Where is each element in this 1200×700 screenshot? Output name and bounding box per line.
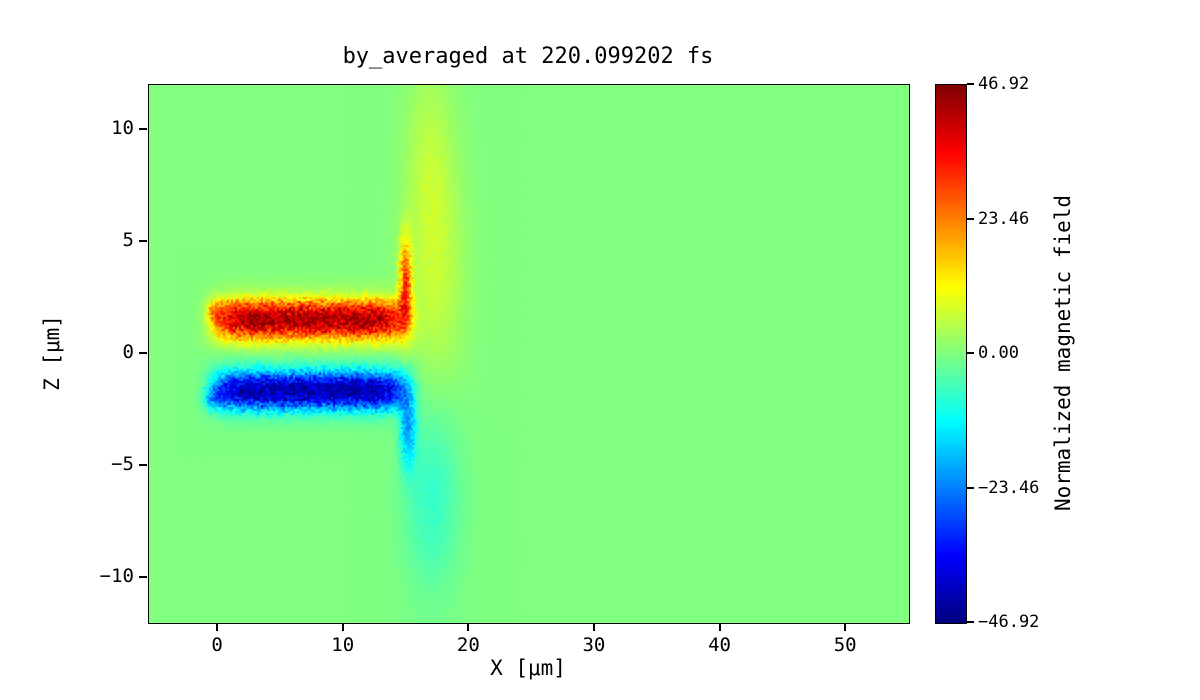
x-tick-mark (216, 623, 219, 631)
y-tick-mark (139, 352, 147, 354)
x-axis-label: X [μm] (490, 656, 566, 680)
y-tick-label: −10 (99, 565, 134, 588)
colorbar-tick-label: −23.46 (978, 477, 1040, 498)
colorbar-label: Normalized magnetic field (1051, 194, 1075, 512)
x-tick-mark (718, 623, 721, 631)
colorbar-tick-mark (967, 83, 974, 85)
x-tick-label: 10 (331, 634, 355, 656)
x-tick-mark (467, 623, 470, 631)
y-tick-mark (139, 576, 147, 579)
colorbar-canvas (936, 85, 966, 623)
colorbar-tick-label: 46.92 (978, 74, 1030, 94)
colorbar (935, 84, 967, 624)
colorbar-tick-mark (967, 352, 974, 354)
y-tick-label: −5 (111, 453, 134, 476)
heatmap-canvas (149, 85, 909, 623)
x-tick-label: 30 (582, 634, 606, 656)
colorbar-tick-label: −46.92 (978, 612, 1040, 632)
colorbar-tick-mark (967, 621, 974, 623)
y-tick-label: 0 (122, 341, 134, 363)
y-tick-mark (139, 127, 147, 130)
x-tick-label: 40 (708, 634, 732, 656)
x-tick-mark (592, 623, 595, 631)
y-axis-label: Z [μm] (40, 315, 64, 391)
x-tick-label: 50 (833, 634, 857, 656)
x-tick-label: 0 (211, 634, 223, 656)
colorbar-tick-label: 23.46 (978, 208, 1030, 229)
y-tick-label: 5 (122, 228, 134, 251)
colorbar-tick-mark (967, 486, 974, 489)
colorbar-tick-label: 0.00 (978, 343, 1019, 363)
plot-title: by_averaged at 220.099202 fs (342, 44, 714, 69)
y-tick-mark (139, 239, 147, 242)
plot-area (148, 84, 910, 624)
y-tick-mark (139, 464, 147, 467)
x-tick-mark (341, 623, 344, 631)
colorbar-tick-mark (967, 217, 974, 220)
x-tick-label: 20 (456, 634, 480, 656)
x-tick-mark (844, 623, 847, 631)
y-tick-label: 10 (111, 116, 134, 139)
